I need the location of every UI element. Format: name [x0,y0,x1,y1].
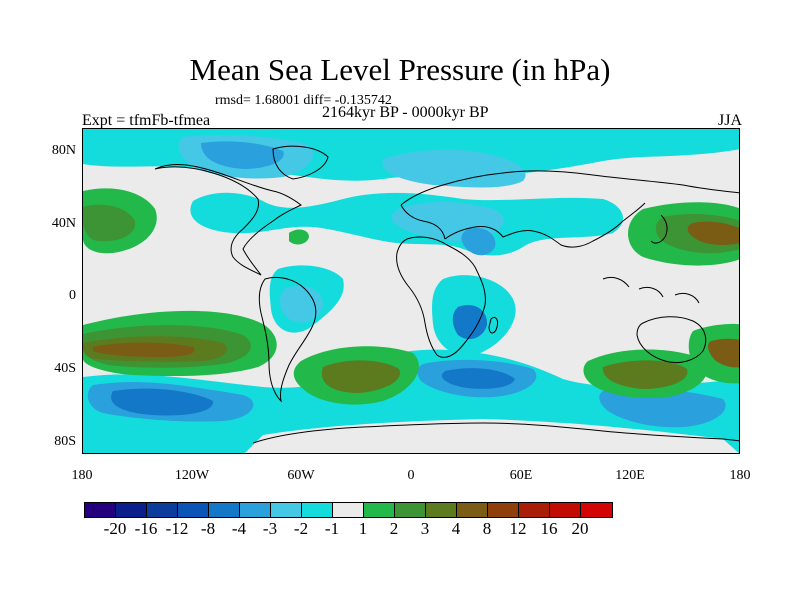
coastlines [154,145,739,444]
coastline-australia [636,316,707,364]
chart-title: Mean Sea Level Pressure (in hPa) [189,52,611,87]
x-tick-label-60e: 60E [509,468,533,483]
negative-band-south-indian [599,388,726,428]
colorbar-segment [364,503,395,517]
x-tick-label-180e: 180 [729,468,751,483]
coastline-south-america [258,276,317,403]
colorbar-segment [581,503,612,517]
colorbar-segment [426,503,457,517]
map-plot-area [82,128,740,454]
positive-core-south-indian [602,360,688,389]
negative-core-greenland [201,141,284,169]
positive-core-north-pacific-east [687,221,739,245]
coastline-japan [650,214,668,244]
colorbar-label: 20 [571,519,589,538]
colorbar-segment [395,503,426,517]
negative-core-south-pacific [111,388,214,416]
colorbar-label: 12 [509,519,527,538]
positive-core-southwest-pacific [708,338,739,368]
negative-core-tropical-atlantic [280,285,323,323]
colorbar-segment [147,503,178,517]
colorbar-label: -12 [165,519,189,538]
colorbar-segment [488,503,519,517]
colorbar-label: -2 [293,519,309,538]
colorbar-segment [519,503,550,517]
colorbar-segment [209,503,240,517]
period-label: 2164kyr BP - 0000kyr BP [322,104,489,121]
colorbar-label: -8 [200,519,216,538]
colorbar-label: -4 [231,519,247,538]
colorbar-segment [457,503,488,517]
colorbar-label: 8 [482,519,492,538]
colorbar-segment [302,503,333,517]
colorbar-label: -16 [134,519,158,538]
positive-core-south-pacific [93,342,195,357]
y-tick-label-40n: 40N [51,216,76,231]
x-tick-label-120e: 120E [615,468,645,483]
x-tick-label-60w: 60W [287,468,315,483]
experiment-label: Expt = tfmFb-tfmea [82,112,211,129]
negative-core-south-atlantic [441,368,515,389]
colorbar-label: -20 [103,519,127,538]
colorbar-segment [178,503,209,517]
colorbar-segment [240,503,271,517]
negative-region-europe [382,149,526,188]
coastline-africa [396,236,486,358]
colorbar-label: -1 [324,519,340,538]
coastline-north-america [154,164,302,276]
colorbar-segment [116,503,147,517]
x-tick-label-180w: 180 [71,468,93,483]
season-label: JJA [717,112,742,129]
colorbar-label: 1 [358,519,368,538]
pressure-anomaly-map [83,129,739,453]
y-tick-label-0: 0 [69,288,76,303]
coastline-madagascar [488,316,498,334]
colorbar-segment [550,503,581,517]
neutral-region-antarctica [245,419,739,453]
colorbar-segment [271,503,302,517]
coastline-greenland [272,145,329,180]
colorbar-segment [333,503,364,517]
colorbar [84,502,613,518]
colorbar-label: 16 [540,519,558,538]
positive-core-south-atlantic [321,360,400,393]
colorbar-segment [85,503,116,517]
negative-core-arabia [461,227,496,256]
x-tick-label-0: 0 [407,468,415,483]
colorbar-label: -3 [262,519,278,538]
y-tick-label-80s: 80S [54,434,76,449]
y-tick-label-40s: 40S [54,361,76,376]
positive-region-north-atlantic [289,229,309,245]
coastline-eurasia [400,170,739,248]
coastline-antarctica [252,422,739,444]
positive-core-north-pacific-west [83,204,136,242]
negative-core-africa [452,305,488,340]
coastline-southeast-asia [602,276,700,304]
y-tick-label-80n: 80N [51,143,76,158]
x-tick-label-120w: 120W [174,468,210,483]
colorbar-label: 3 [420,519,430,538]
colorbar-label: 2 [389,519,399,538]
stats-line: rmsd= 1.68001 diff= -0.135742 [215,93,392,108]
colorbar-label: 4 [451,519,461,538]
